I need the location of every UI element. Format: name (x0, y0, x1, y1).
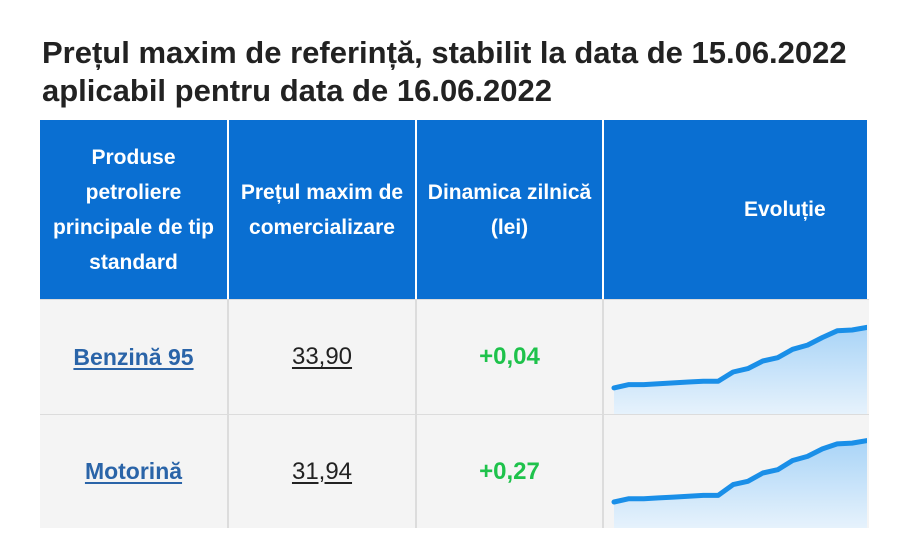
product-link-benzina-95[interactable]: Benzină 95 (73, 343, 194, 370)
table-row-product-cell: Benzină 95 (40, 299, 229, 414)
price-link-motorina[interactable]: 31,94 (291, 457, 353, 485)
table-row-price-cell: 33,90 (229, 299, 417, 414)
page-title: Prețul maxim de referință, stabilit la d… (42, 35, 847, 108)
daily-change-benzina-95: +0,04 (479, 343, 540, 370)
header-products: Produse petroliere principale de tip sta… (40, 120, 229, 299)
table-row-product-cell: Motorină (40, 414, 229, 528)
table-row-price-cell: 31,94 (229, 414, 417, 528)
sparkline-benzina-95 (604, 299, 869, 414)
daily-change-motorina: +0,27 (479, 457, 540, 485)
price-link-benzina-95[interactable]: 33,90 (291, 343, 353, 370)
header-max-price: Prețul maxim de comercializare (229, 120, 417, 299)
header-daily-change: Dinamica zilnică (lei) (417, 120, 604, 299)
sparkline-line (611, 438, 867, 505)
header-evolution: Evoluție (604, 120, 869, 299)
price-table: Produse petroliere principale de tip sta… (40, 120, 869, 528)
sparkline-line (611, 324, 867, 391)
sparkline-chart-motorina (611, 438, 867, 528)
table-row-change-cell: +0,04 (417, 299, 604, 414)
sparkline-chart-benzina-95 (611, 324, 867, 414)
table-row-change-cell: +0,27 (417, 414, 604, 528)
product-link-motorina[interactable]: Motorină (84, 458, 183, 484)
sparkline-motorina (604, 414, 869, 528)
